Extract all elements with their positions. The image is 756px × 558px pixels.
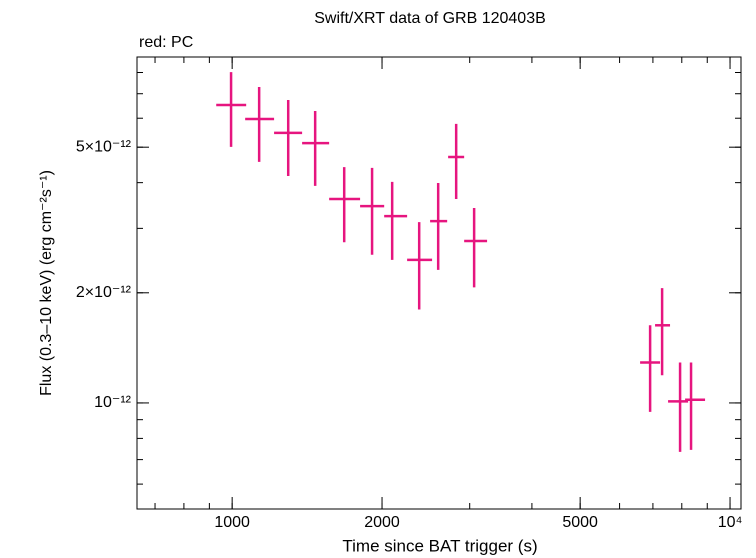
- y-tick-label: 10⁻¹²: [94, 394, 132, 411]
- x-tick-label: 5000: [562, 514, 598, 531]
- y-tick-label: 2×10⁻¹²: [76, 284, 132, 301]
- x-tick-label: 2000: [364, 514, 400, 531]
- chart-title: Swift/XRT data of GRB 120403B: [314, 10, 546, 27]
- y-tick-label: 5×10⁻¹²: [76, 138, 132, 155]
- y-axis-label: Flux (0.3–10 keV) (erg cm⁻²s⁻¹): [38, 170, 55, 396]
- x-tick-label: 10⁴: [718, 514, 743, 531]
- chart-subtitle: red: PC: [139, 34, 193, 51]
- x-axis-label: Time since BAT trigger (s): [342, 536, 537, 555]
- x-tick-label: 1000: [214, 514, 250, 531]
- plot-frame: [136, 56, 742, 510]
